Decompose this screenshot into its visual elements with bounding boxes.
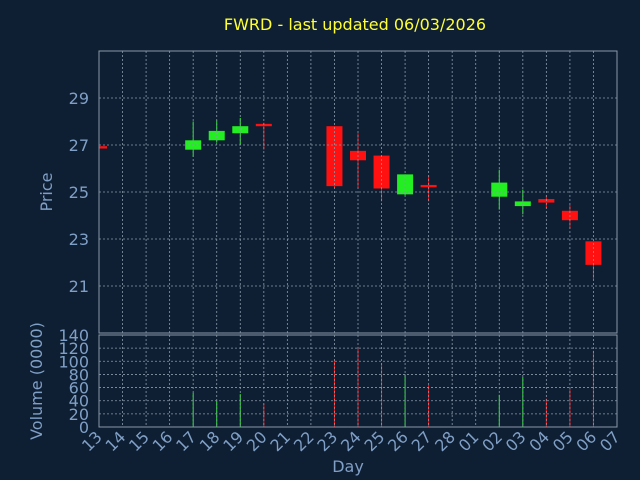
candle-body — [491, 182, 508, 197]
y-tick-label: 27 — [69, 136, 89, 155]
y-tick-label: 29 — [69, 89, 89, 108]
y-tick-label: 25 — [69, 183, 89, 202]
y-tick-label: 21 — [69, 277, 89, 296]
volume-plot — [192, 346, 594, 427]
candle-body — [255, 123, 272, 127]
y2-tick-label: 60 — [69, 379, 89, 398]
candle-body — [420, 184, 437, 188]
y2-tick-label: 120 — [58, 339, 89, 358]
x-axis-label: Day — [332, 457, 364, 476]
y-tick-label: 23 — [69, 230, 89, 249]
y2-axis-label: Volume (0000) — [27, 322, 46, 440]
chart-title: FWRD - last updated 06/03/2026 — [224, 15, 486, 34]
y-axis-label: Price — [37, 172, 56, 211]
y2-tick-label: 20 — [69, 405, 89, 424]
y2-tick-label: 80 — [69, 365, 89, 384]
y2-tick-label: 140 — [58, 326, 89, 345]
y2-tick-label: 40 — [69, 392, 89, 411]
candle-body — [232, 126, 249, 134]
x-tick-label: 07 — [596, 427, 624, 455]
price-plot — [99, 117, 602, 279]
y2-tick-label: 100 — [58, 352, 89, 371]
y2-tick-label: 0 — [79, 418, 89, 437]
candle-body — [585, 241, 602, 265]
candle-body — [99, 146, 107, 149]
